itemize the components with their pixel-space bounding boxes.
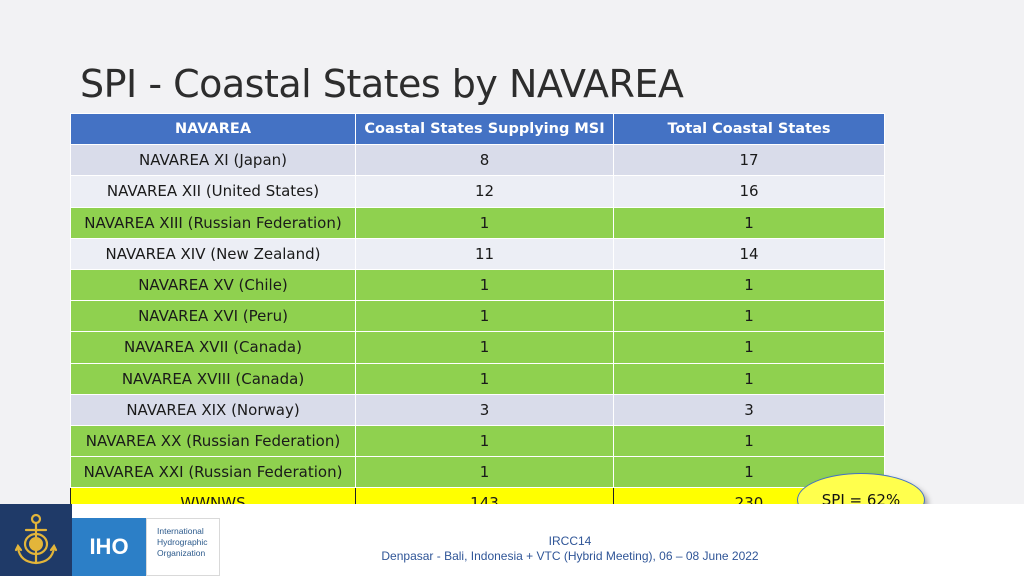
- table-row: NAVAREA XXI (Russian Federation) 1 1: [70, 456, 885, 489]
- table-row: NAVAREA XV (Chile) 1 1: [70, 268, 885, 302]
- column-header-total-coastal-states: Total Coastal States: [613, 112, 885, 146]
- supplying-msi-cell: 1: [355, 331, 614, 364]
- supplying-msi-cell: 1: [355, 206, 614, 239]
- org-name-line: Organization: [157, 548, 206, 558]
- navarea-cell: NAVAREA XIX (Norway): [70, 393, 356, 426]
- table-row: NAVAREA XIII (Russian Federation) 1 1: [70, 206, 885, 239]
- column-header-navarea: NAVAREA: [70, 112, 356, 146]
- total-coastal-states-cell: 1: [613, 268, 885, 302]
- navarea-cell: NAVAREA XVIII (Canada): [70, 362, 356, 395]
- navarea-cell: NAVAREA XV (Chile): [70, 268, 356, 302]
- supplying-msi-cell: 3: [355, 393, 614, 426]
- iho-logo: IHO: [72, 518, 146, 576]
- total-coastal-states-cell: 16: [613, 175, 885, 208]
- navarea-table: NAVAREA Coastal States Supplying MSI Tot…: [70, 112, 885, 520]
- table-row: NAVAREA XVIII (Canada) 1 1: [70, 362, 885, 395]
- supplying-msi-cell: 11: [355, 237, 614, 270]
- navarea-cell: NAVAREA XII (United States): [70, 175, 356, 208]
- navarea-cell: NAVAREA XVII (Canada): [70, 331, 356, 364]
- supplying-msi-cell: 8: [355, 144, 614, 177]
- footer-meeting-details: Denpasar - Bali, Indonesia + VTC (Hybrid…: [381, 549, 759, 563]
- table-row: NAVAREA XIX (Norway) 3 3: [70, 393, 885, 426]
- iho-emblem-logo: [0, 504, 72, 576]
- supplying-msi-cell: 1: [355, 362, 614, 395]
- table-row: NAVAREA XX (Russian Federation) 1 1: [70, 424, 885, 458]
- iho-organization-logo: International Hydrographic Organization: [146, 518, 220, 576]
- total-coastal-states-cell: 1: [613, 300, 885, 333]
- org-name-line: International: [157, 526, 204, 536]
- navarea-cell: NAVAREA XX (Russian Federation): [70, 424, 356, 458]
- table-row: NAVAREA XVII (Canada) 1 1: [70, 331, 885, 364]
- footer-meeting-name: IRCC14: [548, 534, 592, 548]
- navarea-cell: NAVAREA XIV (New Zealand): [70, 237, 356, 270]
- column-header-supplying-msi: Coastal States Supplying MSI: [355, 112, 614, 146]
- table-header-row: NAVAREA Coastal States Supplying MSI Tot…: [70, 112, 885, 146]
- supplying-msi-cell: 1: [355, 268, 614, 302]
- anchor-icon: [14, 513, 58, 565]
- total-coastal-states-cell: 1: [613, 331, 885, 364]
- navarea-cell: NAVAREA XIII (Russian Federation): [70, 206, 356, 239]
- supplying-msi-cell: 1: [355, 300, 614, 333]
- total-coastal-states-cell: 17: [613, 144, 885, 177]
- navarea-cell: NAVAREA XXI (Russian Federation): [70, 456, 356, 489]
- supplying-msi-cell: 1: [355, 456, 614, 489]
- footer-text: IRCC14 Denpasar - Bali, Indonesia + VTC …: [300, 534, 840, 564]
- total-coastal-states-cell: 1: [613, 206, 885, 239]
- table-row: NAVAREA XVI (Peru) 1 1: [70, 300, 885, 333]
- total-coastal-states-cell: 3: [613, 393, 885, 426]
- slide-title: SPI - Coastal States by NAVAREA: [80, 62, 684, 106]
- total-coastal-states-cell: 1: [613, 424, 885, 458]
- supplying-msi-cell: 1: [355, 424, 614, 458]
- supplying-msi-cell: 12: [355, 175, 614, 208]
- navarea-cell: NAVAREA XI (Japan): [70, 144, 356, 177]
- total-coastal-states-cell: 1: [613, 362, 885, 395]
- table-row: NAVAREA XII (United States) 12 16: [70, 175, 885, 208]
- org-name-line: Hydrographic: [157, 537, 208, 547]
- total-coastal-states-cell: 14: [613, 237, 885, 270]
- navarea-cell: NAVAREA XVI (Peru): [70, 300, 356, 333]
- table-row: NAVAREA XIV (New Zealand) 11 14: [70, 237, 885, 270]
- table-body: NAVAREA XI (Japan) 8 17 NAVAREA XII (United…: [70, 144, 885, 489]
- total-coastal-states-cell: 1: [613, 456, 885, 489]
- table-row: NAVAREA XI (Japan) 8 17: [70, 144, 885, 177]
